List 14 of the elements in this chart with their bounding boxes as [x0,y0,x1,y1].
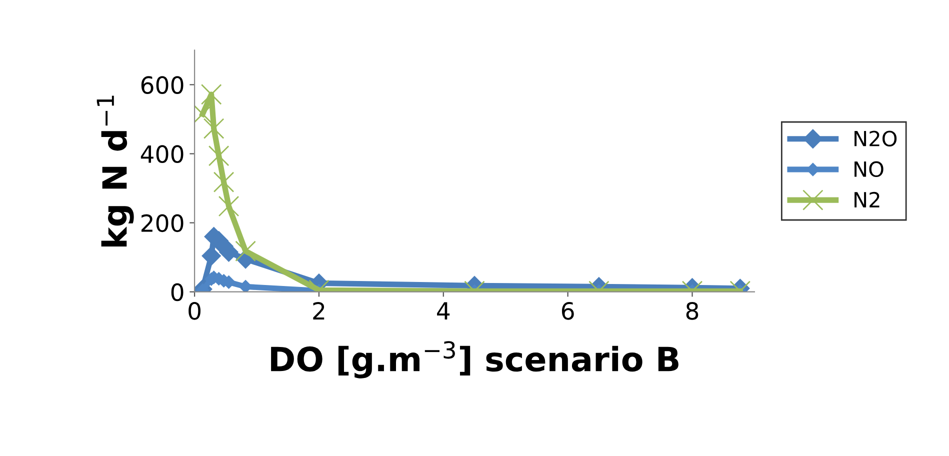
y-tick-label: 400 [140,145,184,164]
legend-label: N2 [854,192,880,208]
x-tick-label: 2 [313,302,324,320]
y-axis-title: kg N d$^{−1}$ [96,96,134,247]
y-tick-label: 0 [171,283,184,302]
x-axis-title: DO [g.m$^{−3}$] scenario B [271,341,678,378]
x-tick-label: 6 [562,302,574,320]
y-tick-label: 200 [141,214,184,232]
legend-label: NO [854,161,884,178]
x-tick-label: 0 [188,302,200,320]
x-tick-label: 8 [686,302,698,320]
y-tick-label: 600 [141,76,184,94]
legend-label: N2O [854,130,897,146]
x-tick-label: 4 [437,302,450,320]
